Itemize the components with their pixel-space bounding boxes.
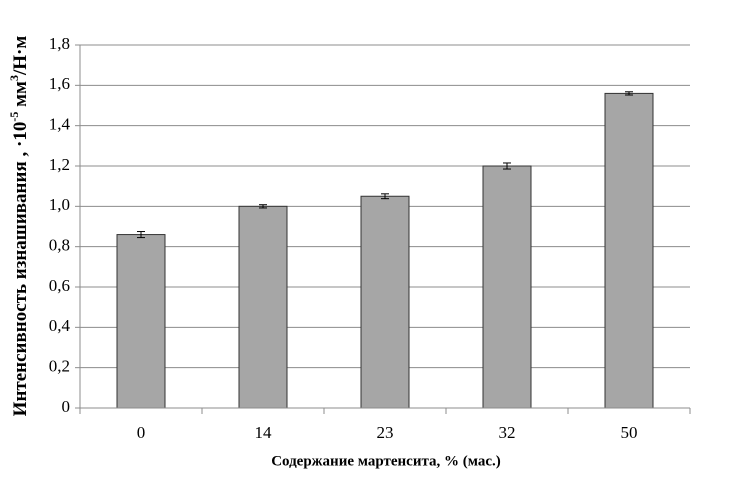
y-tick-label: 0,2: [49, 357, 70, 376]
y-tick-label: 0,4: [49, 316, 71, 335]
y-tick-label: 1,4: [49, 115, 71, 134]
bar: [238, 205, 288, 409]
y-tick-label: 0: [62, 397, 71, 416]
x-tick-label: 50: [621, 423, 638, 442]
bar: [360, 195, 410, 409]
error-bar: [259, 204, 267, 209]
y-tick-label: 1,2: [49, 155, 70, 174]
bar: [482, 165, 532, 409]
y-tick-label: 1,6: [49, 74, 70, 93]
bar: [604, 92, 654, 409]
y-axis-label: Интенсивность изнашивания , ·10-5 мм3/Н·…: [7, 36, 32, 417]
x-tick-label: 32: [499, 423, 516, 442]
y-label-part: Интенсивность изнашивания , ·10: [10, 122, 31, 417]
x-tick-label: 0: [137, 423, 146, 442]
bar: [116, 234, 166, 409]
y-tick-label: 1,8: [49, 34, 70, 53]
y-label-part: /Н·м: [10, 36, 31, 76]
error-bar: [625, 91, 633, 96]
y-label-sup: -5: [7, 112, 21, 122]
y-tick-label: 1,0: [49, 195, 70, 214]
error-bar: [503, 162, 511, 170]
x-tick-label: 23: [377, 423, 394, 442]
y-label-sup: 3: [7, 75, 21, 81]
x-tick-label: 14: [255, 423, 273, 442]
y-tick-label: 0,8: [49, 236, 70, 255]
error-bar: [137, 231, 145, 239]
error-bar: [381, 193, 389, 200]
x-axis-label: Содержание мартенсита, % (мас.): [271, 453, 501, 469]
y-tick-label: 0,6: [49, 276, 70, 295]
y-label-part: мм: [10, 81, 31, 112]
